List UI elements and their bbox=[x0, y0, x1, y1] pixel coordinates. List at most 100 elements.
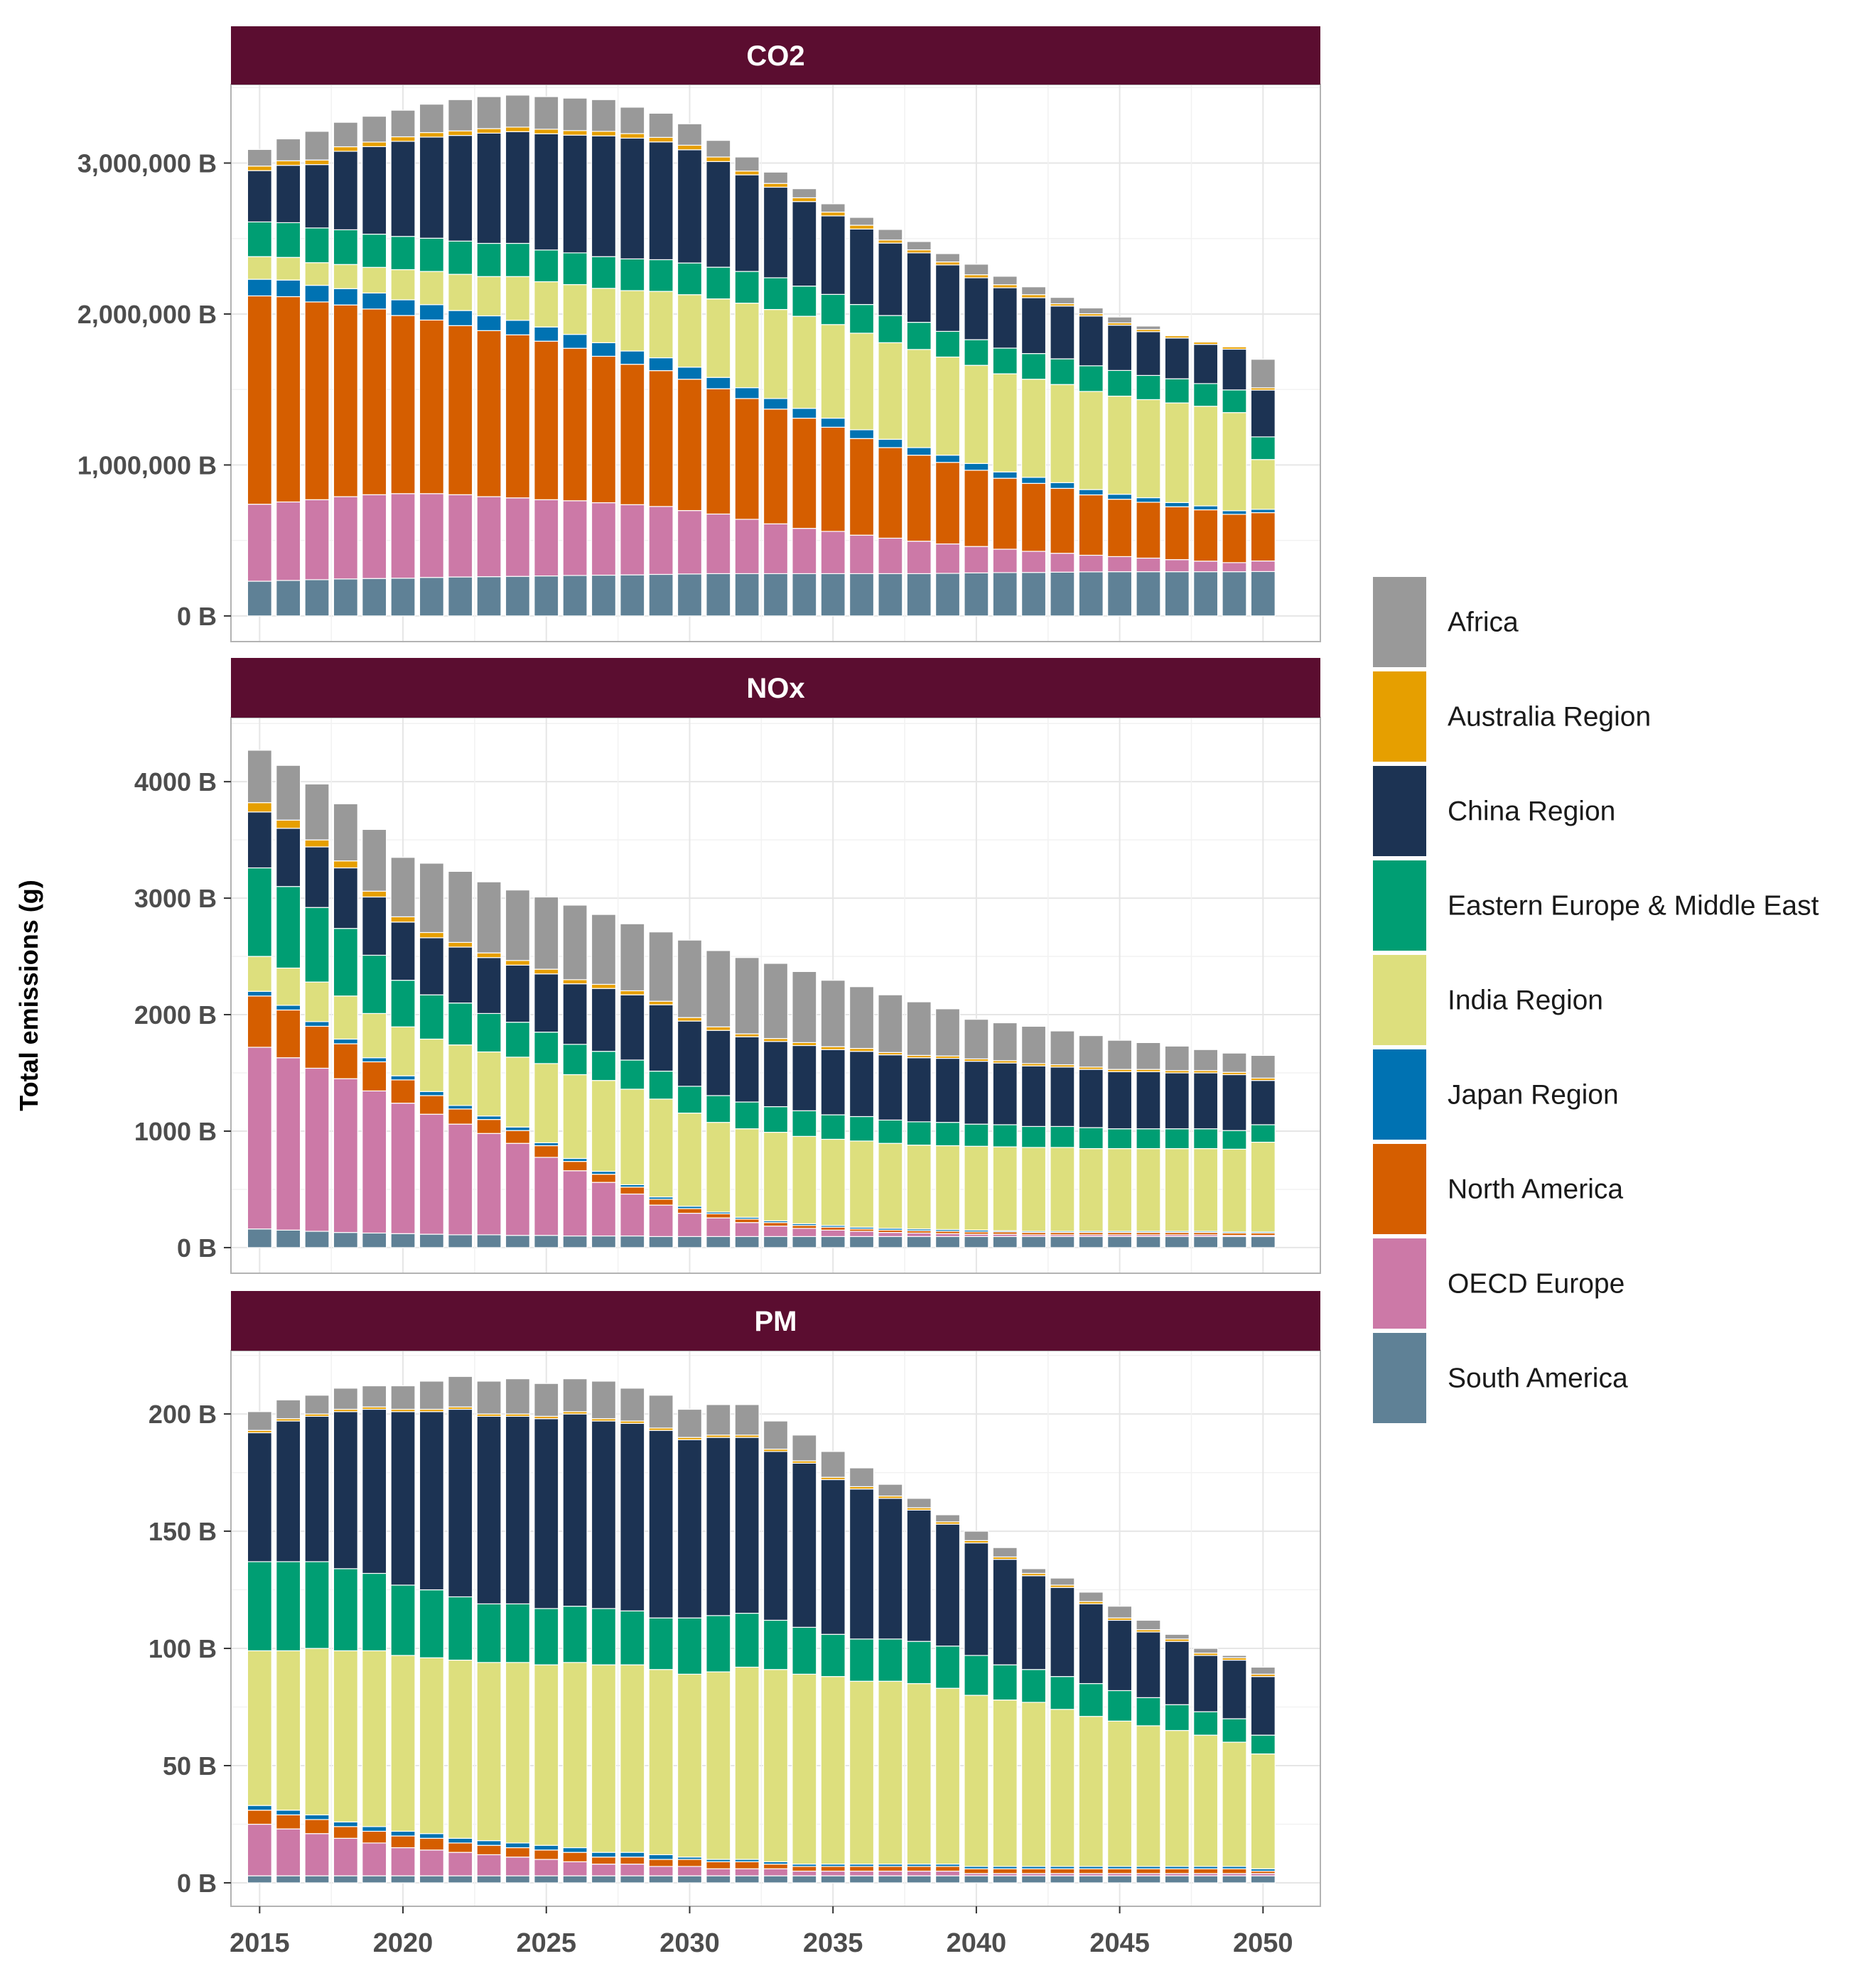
bar-segment bbox=[1164, 1641, 1190, 1705]
bar-segment bbox=[562, 983, 588, 1045]
bar-segment bbox=[734, 1128, 760, 1218]
bar-segment bbox=[591, 1170, 616, 1175]
bar-segment bbox=[763, 1222, 789, 1227]
bar-segment bbox=[476, 132, 502, 244]
bar-segment bbox=[964, 1695, 989, 1867]
bar-segment bbox=[333, 146, 358, 152]
legend-item: India Region bbox=[1373, 955, 1603, 1045]
bar-segment bbox=[1107, 499, 1133, 557]
bar-segment bbox=[820, 1114, 846, 1140]
bar-segment bbox=[620, 504, 645, 576]
bar-segment bbox=[276, 1420, 301, 1562]
bar-segment bbox=[419, 493, 444, 578]
bar-segment bbox=[390, 1103, 416, 1234]
bar-segment bbox=[1021, 1236, 1047, 1248]
bar-segment bbox=[1050, 1066, 1075, 1128]
bar-segment bbox=[734, 1868, 760, 1876]
bar-segment bbox=[362, 890, 387, 898]
bar-segment bbox=[591, 1051, 616, 1081]
y-tick-label: 3000 B bbox=[134, 884, 217, 913]
bar-segment bbox=[362, 1408, 387, 1574]
bar-segment bbox=[333, 1875, 358, 1884]
y-tick-label: 3,000,000 B bbox=[77, 148, 217, 178]
bar-segment bbox=[476, 1662, 502, 1842]
bar-segment bbox=[419, 863, 444, 934]
bar-segment bbox=[304, 1025, 330, 1069]
bar-segment bbox=[1222, 514, 1247, 563]
bar-segment bbox=[476, 957, 502, 1015]
bar-segment bbox=[1136, 557, 1161, 573]
bar-segment bbox=[992, 276, 1018, 286]
bar-segment bbox=[1021, 1147, 1047, 1232]
bar-segment bbox=[820, 1226, 846, 1231]
bar-segment bbox=[677, 123, 703, 146]
bar-segment bbox=[276, 1009, 301, 1059]
bar-segment bbox=[935, 1523, 961, 1647]
bar-segment bbox=[648, 1098, 674, 1198]
bar-segment bbox=[1193, 1128, 1219, 1150]
bar-segment bbox=[849, 1870, 875, 1876]
bar-segment bbox=[1078, 1868, 1104, 1874]
bar-segment bbox=[1136, 1875, 1161, 1884]
bar-segment bbox=[1136, 1697, 1161, 1727]
bar-segment bbox=[448, 946, 473, 1004]
bar-segment bbox=[390, 493, 416, 579]
bar-segment bbox=[1193, 1049, 1219, 1071]
bar-segment bbox=[935, 261, 961, 266]
bar-segment bbox=[1136, 331, 1161, 377]
bar-segment bbox=[992, 347, 1018, 374]
bar-segment bbox=[677, 1112, 703, 1207]
bar-segment bbox=[935, 1236, 961, 1248]
bar-segment bbox=[476, 1381, 502, 1415]
bar-segment bbox=[476, 1840, 502, 1846]
x-tick-label: 2035 bbox=[803, 1928, 863, 1958]
bar-segment bbox=[247, 1823, 272, 1876]
bar-segment bbox=[591, 99, 616, 132]
bar-segment bbox=[1164, 1236, 1190, 1248]
bar-segment bbox=[706, 513, 731, 574]
bar-segment bbox=[878, 573, 903, 617]
bar-segment bbox=[505, 1857, 530, 1876]
bar-segment bbox=[1078, 1236, 1104, 1248]
bar-segment bbox=[419, 1589, 444, 1658]
bar-segment bbox=[1078, 365, 1104, 392]
bar-segment bbox=[276, 1057, 301, 1231]
bar-segment bbox=[390, 236, 416, 271]
bar-segment bbox=[505, 126, 530, 132]
bar-segment bbox=[247, 802, 272, 813]
bar-segment bbox=[304, 846, 330, 908]
bar-segment bbox=[247, 1650, 272, 1806]
bar-segment bbox=[906, 1682, 932, 1865]
bar-segment bbox=[1136, 502, 1161, 559]
bar-segment bbox=[706, 1213, 731, 1219]
bar-segment bbox=[476, 952, 502, 958]
bar-segment bbox=[362, 1842, 387, 1876]
bar-segment bbox=[935, 462, 961, 545]
bar-segment bbox=[1222, 1875, 1247, 1884]
legend-swatch bbox=[1373, 955, 1426, 1045]
bar-segment bbox=[304, 981, 330, 1022]
bar-segment bbox=[620, 1235, 645, 1248]
bar-segment bbox=[620, 258, 645, 291]
bar-segment bbox=[792, 1044, 817, 1111]
bar-segment bbox=[419, 994, 444, 1040]
bar-segment bbox=[505, 1415, 530, 1604]
bar-segment bbox=[1050, 1676, 1075, 1710]
bar-segment bbox=[591, 135, 616, 257]
bar-segment bbox=[763, 183, 789, 188]
bar-segment bbox=[562, 283, 588, 335]
bar-segment bbox=[390, 1835, 416, 1849]
y-tick-label: 1,000,000 B bbox=[77, 450, 217, 480]
bar-segment bbox=[648, 1000, 674, 1005]
bar-segment bbox=[820, 211, 846, 217]
bar-segment bbox=[448, 494, 473, 578]
bar-segment bbox=[505, 131, 530, 244]
bar-segment bbox=[734, 156, 760, 172]
bar-segment bbox=[706, 388, 731, 515]
bar-segment bbox=[591, 1235, 616, 1248]
bar-segment bbox=[448, 870, 473, 944]
bar-segment bbox=[878, 1142, 903, 1229]
bar-segment bbox=[964, 572, 989, 617]
bar-segment bbox=[620, 990, 645, 995]
bar-segment bbox=[390, 269, 416, 301]
